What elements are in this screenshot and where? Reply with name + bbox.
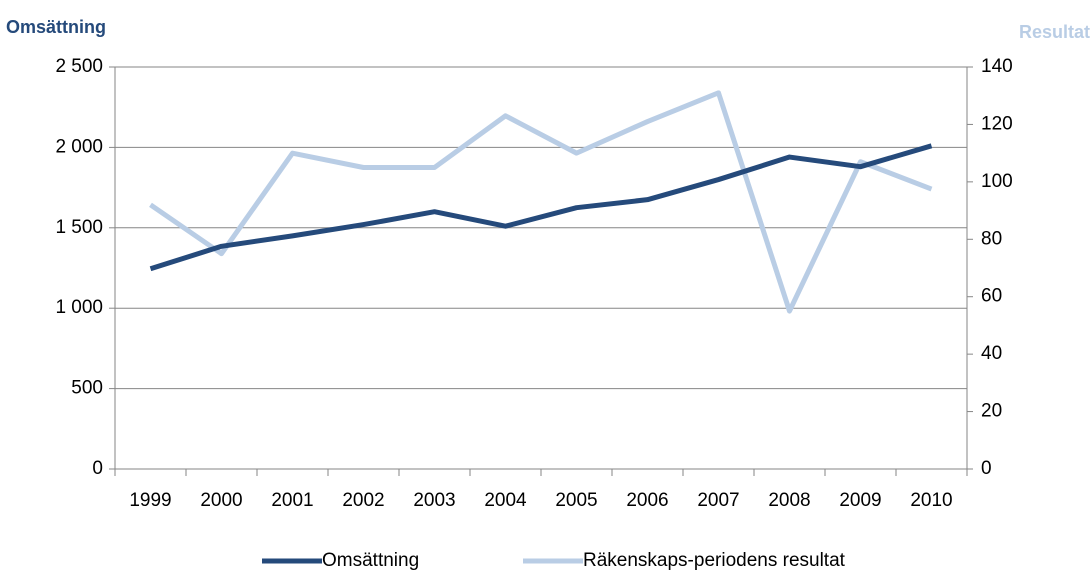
y-tick-label: 2 500 [55, 56, 103, 77]
legend-label: Omsättning [322, 550, 419, 571]
y2-tick-label: 60 [981, 286, 1002, 307]
x-tick-label: 2000 [200, 490, 242, 511]
y-tick-label: 1 000 [55, 297, 103, 318]
y2-tick-label: 80 [981, 228, 1002, 249]
x-tick-label: 2003 [413, 490, 455, 511]
series-line [149, 90, 933, 314]
x-tick-label: 2001 [271, 490, 313, 511]
x-tick-label: 1999 [129, 490, 171, 511]
y2-tick-label: 140 [981, 56, 1013, 77]
y-axis-title: Omsättning [6, 17, 106, 37]
y2-tick-label: 120 [981, 113, 1013, 134]
y2-tick-label: 40 [981, 343, 1002, 364]
y-tick-label: 0 [92, 458, 103, 479]
x-tick-label: 2010 [910, 490, 952, 511]
y2-tick-label: 100 [981, 171, 1013, 192]
y-tick-label: 1 500 [55, 217, 103, 238]
x-tick-label: 2005 [555, 490, 597, 511]
legend-label: Räkenskaps-periodens resultat [583, 550, 846, 571]
y2-tick-label: 0 [981, 458, 992, 479]
x-tick-label: 2008 [768, 490, 810, 511]
y-tick-label: 2 000 [55, 136, 103, 157]
y-tick-label: 500 [71, 378, 103, 399]
x-tick-label: 2006 [626, 490, 668, 511]
y2-axis-title: Resultat [1019, 22, 1090, 42]
y2-tick-label: 20 [981, 401, 1002, 422]
x-tick-label: 2007 [697, 490, 739, 511]
series-line [149, 143, 933, 272]
x-tick-label: 2009 [839, 490, 881, 511]
x-tick-label: 2004 [484, 490, 527, 511]
x-tick-label: 2002 [342, 490, 384, 511]
